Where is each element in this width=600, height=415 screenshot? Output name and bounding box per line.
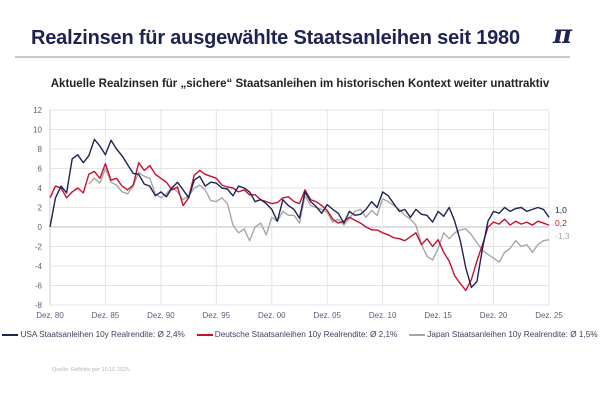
y-tick-label: 8	[38, 145, 43, 154]
x-tick-label: Dez. 25	[535, 311, 563, 320]
x-tick-label: Dez. 15	[424, 311, 452, 320]
x-tick-label: Dez. 00	[258, 311, 286, 320]
legend-swatch-usa	[2, 333, 19, 336]
legend-label-japan: Japan Staatsanleihen 10y Realrendite: Ø …	[427, 330, 598, 339]
gridlines	[49, 109, 550, 306]
legend: USA Staatsanleihen 10y Realrendite: Ø 2,…	[0, 330, 600, 339]
logo-icon: π	[553, 20, 573, 50]
y-tick-label: 4	[38, 184, 43, 193]
source-note: Quelle: Refinitiv per 15.10.2025.	[52, 367, 131, 373]
series-line-0	[49, 138, 550, 289]
y-tick-label: 10	[33, 126, 42, 135]
x-tick-label: Dez. 90	[147, 311, 175, 320]
y-tick-label: -6	[35, 282, 43, 291]
end-label-0: 1,0	[555, 205, 567, 215]
y-tick-label: 6	[38, 165, 43, 174]
end-labels: -1,3 0,2 1,0	[555, 205, 570, 241]
y-tick-label: -8	[35, 301, 43, 310]
x-axis-ticks: Dez. 80 Dez. 85 Dez. 90 Dez. 95 Dez. 00 Dez. …	[36, 311, 563, 320]
legend-swatch-germany	[196, 333, 213, 336]
legend-label-germany: Deutsche Staatsanleihen 10y Realrendite:…	[214, 330, 398, 339]
page-title: Realzinsen für ausgewählte Staatsanleihe…	[31, 27, 520, 49]
end-label-2: -1,3	[555, 231, 570, 241]
x-tick-label: Dez. 05	[313, 311, 341, 320]
series-line-1	[49, 162, 550, 292]
title-divider	[15, 56, 570, 58]
legend-swatch-japan	[409, 333, 426, 336]
x-tick-label: Dez. 20	[480, 311, 508, 320]
y-tick-label: -2	[35, 243, 43, 252]
legend-item-germany[interactable]: Deutsche Staatsanleihen 10y Realrendite:…	[196, 330, 398, 339]
legend-item-usa[interactable]: USA Staatsanleihen 10y Realrendite: Ø 2,…	[2, 330, 185, 339]
end-label-1: 0,2	[555, 218, 567, 228]
x-tick-label: Dez. 85	[92, 311, 120, 320]
chart-title: Aktuelle Realzinsen für „sichere“ Staats…	[50, 78, 550, 90]
x-tick-label: Dez. 95	[203, 311, 231, 320]
x-tick-label: Dez. 10	[369, 311, 397, 320]
y-axis-ticks: 12 10 8 6 4 2 0 -2 -4 -6 -8	[33, 106, 42, 310]
y-tick-label: -4	[35, 262, 43, 271]
y-tick-label: 0	[38, 223, 43, 232]
legend-label-usa: USA Staatsanleihen 10y Realrendite: Ø 2,…	[20, 330, 185, 339]
y-tick-label: 12	[33, 106, 42, 115]
series-line-2	[88, 167, 550, 263]
x-tick-label: Dez. 80	[36, 311, 64, 320]
y-tick-label: 2	[38, 204, 43, 213]
legend-item-japan[interactable]: Japan Staatsanleihen 10y Realrendite: Ø …	[409, 330, 598, 339]
series-lines	[49, 138, 550, 292]
